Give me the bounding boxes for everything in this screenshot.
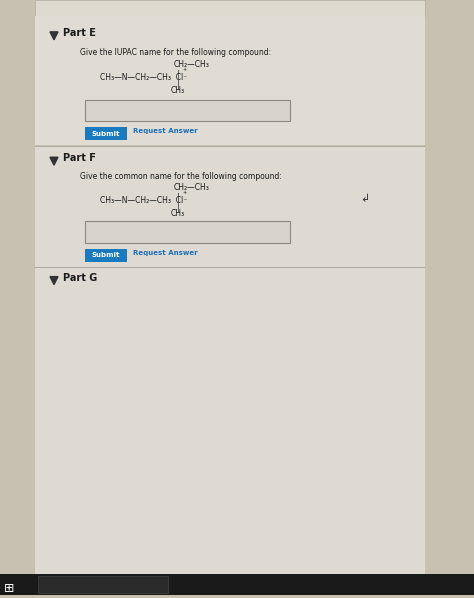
Text: Part G: Part G: [63, 273, 97, 283]
FancyBboxPatch shape: [85, 99, 290, 121]
Text: +: +: [182, 190, 186, 195]
Text: CH₂—CH₃: CH₂—CH₃: [174, 183, 210, 192]
Text: |: |: [177, 80, 180, 89]
Text: CH₃—N—CH₂—CH₃  Cl⁻: CH₃—N—CH₂—CH₃ Cl⁻: [100, 72, 187, 82]
Text: Part F: Part F: [63, 153, 96, 163]
FancyBboxPatch shape: [35, 267, 425, 268]
Text: CH₃—N—CH₂—CH₃  Cl⁻: CH₃—N—CH₂—CH₃ Cl⁻: [100, 196, 187, 205]
Text: |: |: [177, 203, 180, 212]
Text: ↲: ↲: [360, 194, 369, 204]
FancyBboxPatch shape: [85, 127, 127, 141]
Text: CH₂—CH₃: CH₂—CH₃: [174, 60, 210, 69]
Text: |: |: [177, 69, 180, 79]
FancyBboxPatch shape: [0, 574, 474, 595]
Polygon shape: [50, 32, 58, 40]
Text: Submit: Submit: [92, 131, 120, 137]
FancyBboxPatch shape: [85, 249, 127, 262]
Text: Give the IUPAC name for the following compound:: Give the IUPAC name for the following co…: [80, 48, 271, 57]
Text: Request Answer: Request Answer: [133, 129, 198, 135]
Text: CH₃: CH₃: [171, 209, 185, 218]
Text: Submit: Submit: [92, 252, 120, 258]
FancyBboxPatch shape: [85, 221, 290, 243]
FancyBboxPatch shape: [35, 267, 425, 595]
FancyBboxPatch shape: [380, 576, 470, 593]
FancyBboxPatch shape: [35, 0, 425, 16]
Polygon shape: [50, 157, 58, 165]
FancyBboxPatch shape: [35, 16, 425, 145]
Text: Request Answer: Request Answer: [133, 250, 198, 256]
Text: +: +: [182, 66, 186, 72]
Text: |: |: [177, 193, 180, 202]
Text: ⊞: ⊞: [4, 582, 15, 595]
Text: CH₃: CH₃: [171, 86, 185, 94]
FancyBboxPatch shape: [38, 576, 168, 593]
FancyBboxPatch shape: [35, 147, 425, 286]
FancyBboxPatch shape: [0, 574, 30, 595]
Text: Part E: Part E: [63, 28, 96, 38]
Text: Give the common name for the following compound:: Give the common name for the following c…: [80, 172, 282, 181]
Polygon shape: [50, 277, 58, 285]
